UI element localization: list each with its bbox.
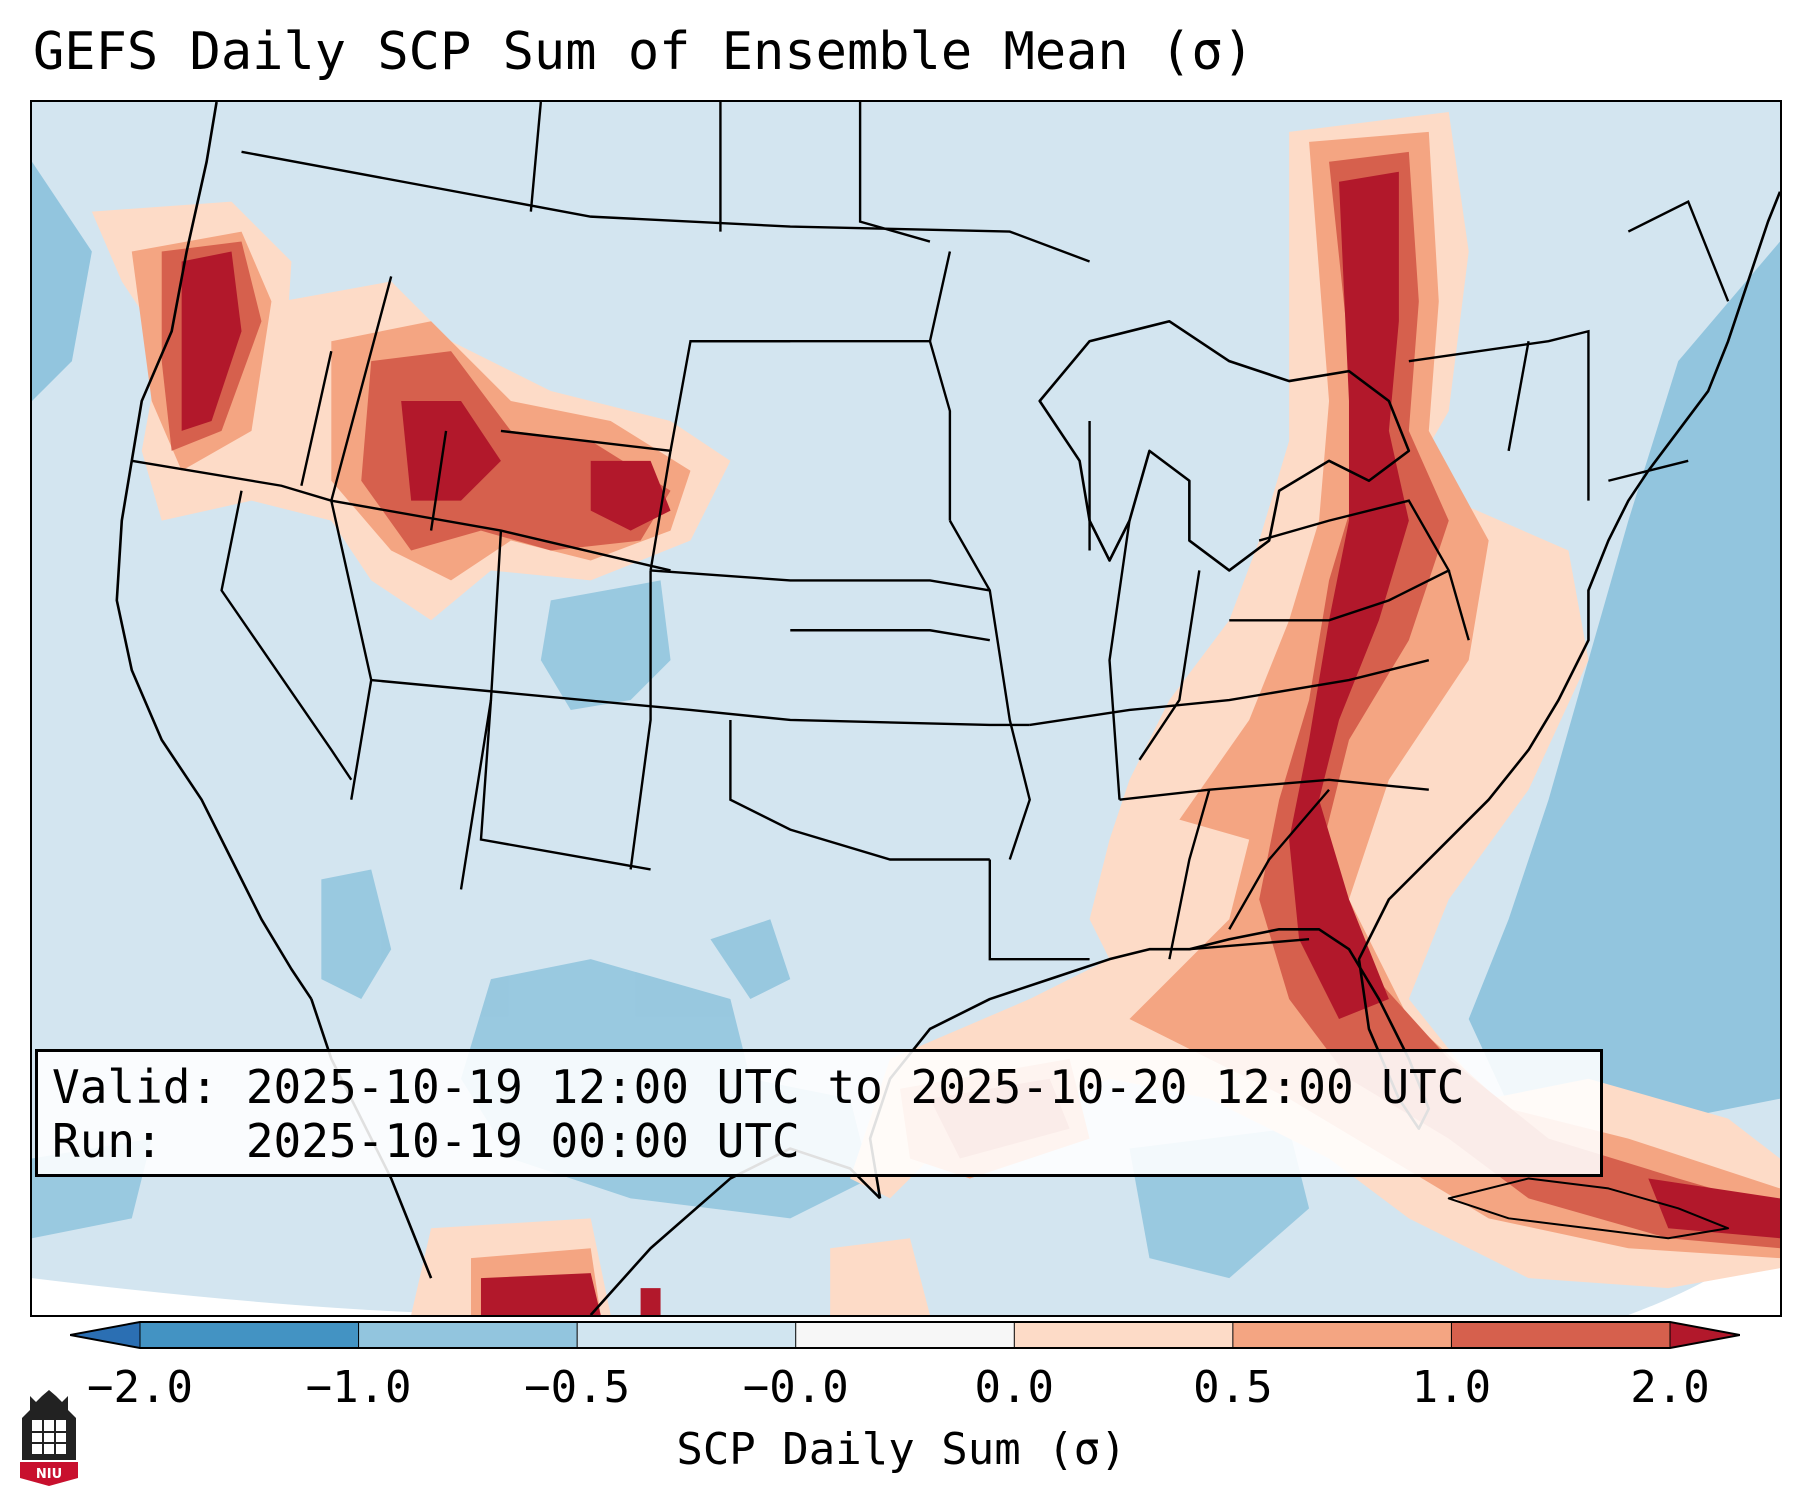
colorbar-tick-label: 0.0 [974,1362,1055,1413]
colorbar-bin [140,1322,360,1348]
run-time-line: Run: 2025-10-19 00:00 UTC [52,1114,800,1168]
colorbar-tick-label: 1.0 [1411,1362,1492,1413]
state-borders [131,102,1730,961]
colorbar-bin [1232,1322,1452,1348]
valid-time-line: Valid: 2025-10-19 12:00 UTC to 2025-10-2… [52,1060,1465,1114]
domain-edge-bottom-right [1628,1228,1780,1315]
atlantic-coastline [1357,191,1780,1100]
colorbar [70,1321,1740,1349]
niu-logo: NIU [20,1390,78,1486]
colorbar-bin [795,1322,1015,1348]
colorbar-extend-max [1670,1322,1740,1348]
colorbar-bin [577,1322,797,1348]
positive-anomaly-max [181,171,1780,1315]
colorbar-bin [358,1322,578,1348]
colorbar-tick-label: −0.5 [524,1362,631,1413]
cuba-outline [1447,1177,1730,1240]
validity-info-box: Valid: 2025-10-19 12:00 UTC to 2025-10-2… [35,1049,1603,1177]
colorbar-extend-min [70,1322,140,1348]
colorbar-outline [70,1321,1740,1349]
colorbar-bin [1451,1322,1671,1348]
colorbar-tick-label: 2.0 [1630,1362,1710,1413]
domain-edge-bottom-left [32,1278,531,1315]
colorbar-bin [1014,1322,1234,1348]
colorbar-label: SCP Daily Sum (σ) [676,1424,1127,1475]
colorbar-tick-label: −0.0 [742,1362,849,1413]
pacific-coastline [115,102,313,1000]
colorbar-tick-label: 0.5 [1193,1362,1273,1413]
colorbar-segments [70,1322,1740,1348]
colorbar-tick-label: −1.0 [305,1362,412,1413]
colorbar-tick-label: −2.0 [87,1362,193,1413]
atlantic-ocean-field [1468,241,1780,1149]
niu-logo-text: NIU [36,1467,62,1482]
great-lakes-outline [1038,319,1411,572]
west-ocean-field [32,161,92,402]
map-title: GEFS Daily SCP Sum of Ensemble Mean (σ) [33,22,1254,82]
